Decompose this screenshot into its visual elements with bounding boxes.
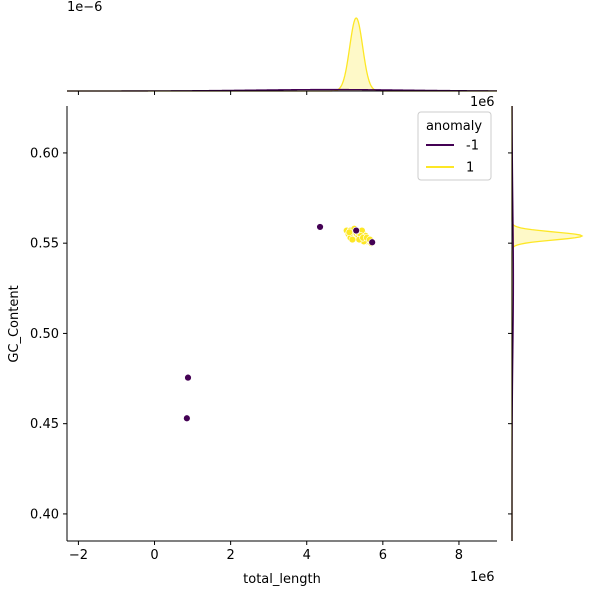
x-tick-label: −2 bbox=[69, 548, 88, 563]
y-tick-label: 0.60 bbox=[30, 146, 59, 161]
scatter-point-anomaly-1 bbox=[348, 235, 357, 244]
density-offset-label: 1e−6 bbox=[67, 0, 102, 15]
top-density-curve-1 bbox=[67, 17, 497, 92]
scatter-point-anomaly--1 bbox=[368, 238, 376, 246]
top-density-fill-1 bbox=[67, 18, 497, 91]
scatter-point-anomaly--1 bbox=[184, 373, 192, 382]
y-tick-label: 0.40 bbox=[30, 507, 59, 522]
legend-label-1: 1 bbox=[466, 161, 474, 176]
scatter-point-anomaly-1 bbox=[345, 228, 354, 237]
legend-label--1: -1 bbox=[466, 139, 479, 154]
y-offset-label: 1e6 bbox=[470, 95, 495, 110]
x-axis-label: total_length bbox=[243, 572, 321, 587]
x-offset-label: 1e6 bbox=[470, 570, 495, 585]
legend-frame bbox=[417, 111, 492, 181]
scatter-point-anomaly--1 bbox=[316, 223, 324, 231]
right-density-fill-1 bbox=[512, 106, 582, 541]
y-tick-label: 0.55 bbox=[30, 237, 59, 252]
y-tick-label: 0.50 bbox=[30, 327, 59, 342]
x-tick-label: 6 bbox=[379, 548, 387, 563]
right-density-curve-1 bbox=[511, 106, 584, 541]
legend: anomaly -1 1 bbox=[417, 111, 492, 181]
x-tick-label: 2 bbox=[226, 548, 234, 563]
x-tick-label: 0 bbox=[150, 548, 158, 563]
scatter-point-anomaly--1 bbox=[352, 226, 360, 235]
right-marginal-density bbox=[511, 106, 584, 541]
y-tick-label: 0.45 bbox=[30, 417, 59, 432]
scatter-point-anomaly--1 bbox=[183, 414, 191, 422]
x-tick-label: 4 bbox=[303, 548, 311, 563]
top-marginal-density bbox=[67, 17, 497, 92]
x-tick-label: 8 bbox=[455, 548, 463, 563]
y-axis-label: GC_Content bbox=[7, 285, 22, 362]
legend-title: anomaly bbox=[426, 119, 482, 134]
main-scatter-plot: −2 0 2 4 6 8 0.40 0.45 0.50 0.55 0.60 bbox=[30, 91, 512, 563]
